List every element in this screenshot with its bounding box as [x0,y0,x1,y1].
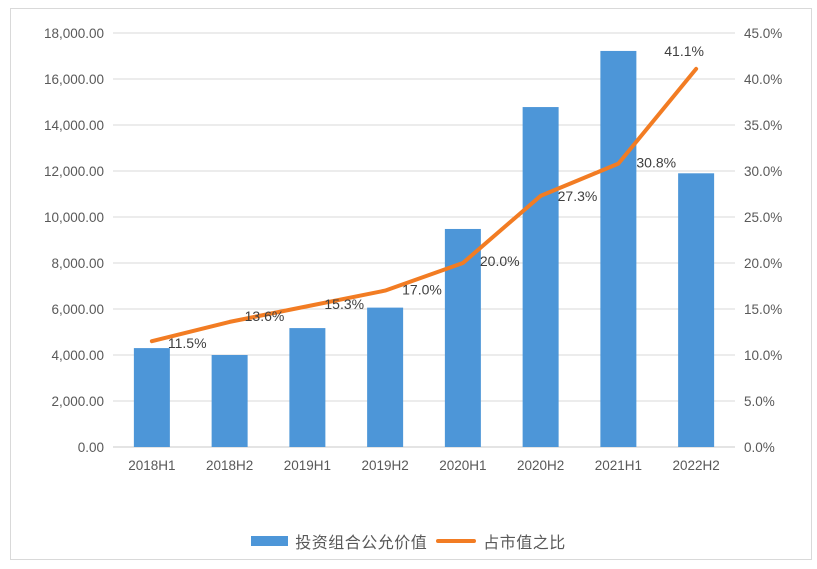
legend-line-swatch [436,539,477,543]
line-data-label: 13.6% [245,308,285,324]
line-data-label: 15.3% [324,296,364,312]
left-axis-tick: 2,000.00 [51,394,104,409]
right-axis-tick: 5.0% [744,394,775,409]
line-data-label: 27.3% [558,188,598,204]
line-data-label: 41.1% [664,43,704,59]
bar-2018H2 [211,355,248,447]
right-axis-tick: 15.0% [744,302,782,317]
legend-bar-label: 投资组合公允价值 [295,535,428,552]
x-axis-category: 2019H1 [284,458,331,473]
legend-line-label: 占市值之比 [483,535,566,552]
x-axis-category: 2018H1 [128,458,175,473]
right-axis-tick: 45.0% [744,26,782,41]
x-axis-category: 2019H2 [361,458,408,473]
right-axis-tick: 20.0% [744,256,782,271]
right-axis-tick: 25.0% [744,210,782,225]
left-axis-tick: 18,000.00 [44,26,104,41]
chart-legend: 投资组合公允价值 占市值之比 [0,529,817,553]
legend-bar-swatch [251,536,289,546]
bar-2019H1 [289,328,326,447]
x-axis-category: 2020H1 [439,458,486,473]
bar-2021H1 [600,50,637,447]
right-axis-tick: 40.0% [744,72,782,87]
line-data-label: 30.8% [636,155,676,171]
left-axis-tick: 14,000.00 [44,118,104,133]
line-series [149,66,699,344]
left-axis-tick: 12,000.00 [44,164,104,179]
left-axis-tick: 10,000.00 [44,210,104,225]
left-axis-tick: 16,000.00 [44,72,104,87]
bar-2022H2 [678,173,715,448]
line-data-label: 11.5% [168,335,207,351]
bar-2018H1 [133,348,170,447]
x-axis-category: 2018H2 [206,458,253,473]
bar-2020H2 [522,107,559,447]
left-axis-tick: 0.00 [78,440,104,455]
left-axis-tick: 8,000.00 [51,256,104,271]
x-axis-category: 2021H1 [595,458,642,473]
right-axis-tick: 35.0% [744,118,782,133]
right-axis-tick: 30.0% [744,164,782,179]
x-axis-category: 2020H2 [517,458,564,473]
left-axis-tick: 6,000.00 [51,302,104,317]
bar-2019H2 [367,307,404,447]
line-data-label: 17.0% [402,282,442,298]
x-axis-category: 2022H2 [672,458,719,473]
right-axis-tick: 10.0% [744,348,782,363]
left-axis-tick: 4,000.00 [51,348,104,363]
right-axis-tick: 0.0% [744,440,775,455]
line-data-label: 20.0% [480,253,520,269]
